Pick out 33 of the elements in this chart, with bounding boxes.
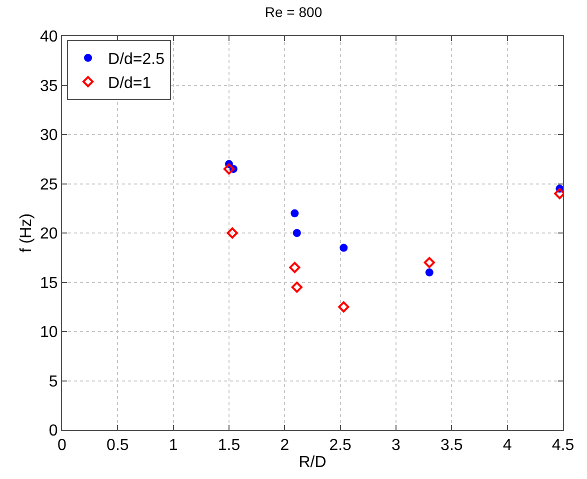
- x-axis-title: R/D: [298, 454, 326, 471]
- x-tick-label: 0.5: [106, 437, 129, 454]
- point: [290, 209, 299, 218]
- point: [340, 244, 348, 252]
- point: [291, 282, 302, 293]
- x-tick-label: 4.5: [552, 437, 574, 454]
- y-tick-label: 25: [40, 176, 58, 194]
- x-tick-label: 2: [280, 437, 290, 454]
- y-tick-label: 0: [48, 422, 58, 440]
- point: [226, 227, 238, 239]
- point: [338, 301, 350, 312]
- x-tick-label: 3.5: [440, 437, 463, 454]
- x-tick-label: 2.5: [329, 437, 352, 454]
- point: [424, 257, 435, 268]
- point: [289, 262, 300, 274]
- y-tick-label: 15: [40, 274, 58, 292]
- point: [425, 268, 434, 276]
- y-tick-label: 10: [40, 324, 58, 342]
- chart-title: Re = 800: [264, 4, 322, 20]
- x-tick-label: 1: [168, 437, 178, 454]
- point: [292, 229, 301, 237]
- x-tick-label: 1.5: [218, 437, 240, 454]
- x-tick-label: 4: [502, 437, 512, 454]
- y-tick-label: 20: [40, 226, 58, 243]
- legend-label: D/d=2.5: [108, 51, 165, 68]
- legend-label: D/d=1: [108, 74, 152, 92]
- y-tick-label: 5: [48, 373, 58, 390]
- point: [223, 163, 235, 175]
- y-tick-label: 40: [40, 28, 58, 46]
- y-tick-label: 35: [40, 78, 58, 95]
- y-tick-label: 30: [40, 127, 58, 144]
- x-tick-label: 3: [392, 437, 401, 454]
- y-axis-title: f (Hz): [18, 213, 35, 253]
